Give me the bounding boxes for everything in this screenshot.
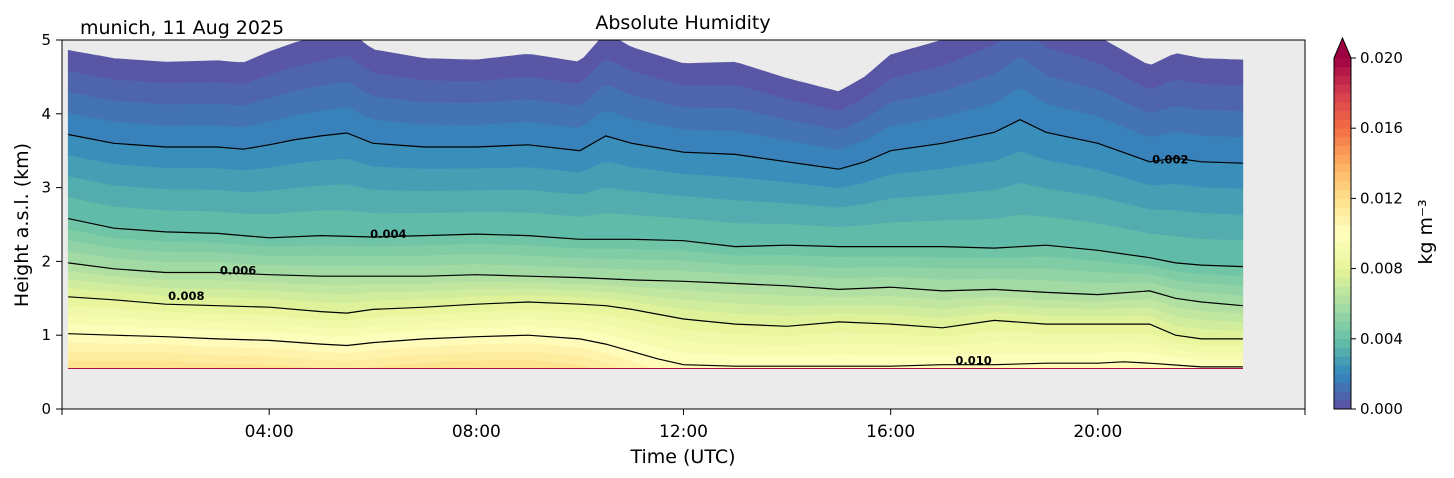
colorbar-segment — [1334, 154, 1351, 164]
colorbar-segment — [1334, 93, 1351, 103]
contour-label: 0.006 — [220, 263, 256, 277]
colorbar-segment — [1334, 356, 1351, 366]
x-axis-label: Time (UTC) — [629, 446, 735, 468]
colorbar-segment — [1334, 347, 1351, 357]
colorbar-segment — [1334, 400, 1351, 410]
contour-label: 0.008 — [168, 289, 204, 303]
colorbar-segment — [1334, 294, 1351, 305]
colorbar-tick-label: 0.004 — [1360, 330, 1403, 348]
colorbar-segment — [1334, 382, 1351, 392]
colorbar-segment — [1334, 365, 1351, 375]
colorbar-segment — [1334, 119, 1351, 129]
location-date-label: munich, 11 Aug 2025 — [80, 17, 284, 39]
colorbar-segment — [1334, 110, 1351, 120]
colorbar-segment — [1334, 101, 1351, 112]
colorbar-tick-label: 0.016 — [1360, 119, 1403, 137]
colorbar-segment — [1334, 321, 1351, 331]
y-axis: 0 1 2 3 4 5 — [41, 31, 62, 418]
colorbar-label: kg m⁻³ — [1415, 199, 1437, 264]
colorbar-segment — [1334, 128, 1351, 138]
colorbar-segment — [1334, 58, 1351, 68]
y-tick-label: 4 — [41, 105, 51, 123]
contour-line — [68, 262, 1243, 307]
colorbar-segment — [1334, 224, 1351, 234]
colorbar-frame — [1333, 36, 1352, 410]
y-tick-label: 5 — [41, 31, 51, 49]
y-tick-label: 3 — [41, 179, 51, 197]
x-tick-label: 12:00 — [659, 422, 708, 442]
y-tick-label: 1 — [41, 326, 51, 344]
colorbar-segment — [1334, 242, 1351, 252]
colorbar-segment — [1334, 163, 1351, 173]
contour-line — [68, 218, 1243, 268]
contour-labels: 0.002 0.004 0.006 0.008 0.010 — [168, 153, 1188, 368]
y-tick-label: 2 — [41, 252, 51, 270]
colorbar-segment — [1334, 145, 1351, 155]
colorbar: 0.000 0.004 0.008 0.012 0.016 0.020 — [1333, 36, 1403, 418]
colorbar-segment — [1334, 286, 1351, 296]
colorbar-segment — [1334, 330, 1351, 340]
chart-title: Absolute Humidity — [595, 12, 770, 34]
colorbar-segment — [1334, 373, 1351, 384]
x-tick-label: 08:00 — [452, 422, 501, 442]
contour-label: 0.010 — [955, 353, 991, 367]
colorbar-segment — [1334, 259, 1351, 269]
colorbar-tick-label: 0.000 — [1360, 400, 1403, 418]
colorbar-segment — [1334, 268, 1351, 278]
colorbar-segment — [1334, 189, 1351, 199]
colorbar-segment — [1334, 207, 1351, 217]
x-tick-label: 04:00 — [245, 422, 294, 442]
colorbar-segment — [1334, 303, 1351, 313]
colorbar-tick-label: 0.008 — [1360, 260, 1403, 278]
colorbar-segment — [1334, 198, 1351, 208]
contour-label: 0.002 — [1152, 153, 1188, 167]
colorbar-segment — [1334, 391, 1351, 401]
colorbar-segment — [1334, 251, 1351, 261]
colorbar-segment — [1334, 277, 1351, 287]
colorbar-segment — [1334, 233, 1351, 243]
x-axis: 04:00 08:00 12:00 16:00 20:00 — [61, 409, 1306, 442]
colorbar-extend-arrow — [1334, 38, 1351, 58]
colorbar-tick-label: 0.012 — [1360, 189, 1403, 207]
contour-line — [68, 119, 1243, 170]
colorbar-segment — [1334, 180, 1351, 191]
contour-line — [68, 333, 1243, 368]
colorbar-segment — [1334, 215, 1351, 226]
colorbar-segment — [1334, 75, 1351, 85]
humidity-field — [67, 40, 1244, 369]
contour-lines — [68, 119, 1243, 368]
colorbar-segment — [1334, 66, 1351, 76]
y-axis-label: Height a.s.l. (km) — [11, 143, 33, 307]
colorbar-segment — [1334, 84, 1351, 94]
colorbar-segment — [1334, 312, 1351, 322]
x-tick-label: 20:00 — [1073, 422, 1122, 442]
y-tick-label: 0 — [41, 400, 51, 418]
contour-label: 0.004 — [370, 227, 406, 241]
colorbar-tick-label: 0.020 — [1360, 49, 1403, 67]
colorbar-segment — [1334, 338, 1351, 348]
contour-line — [68, 296, 1243, 340]
colorbar-segment — [1334, 172, 1351, 182]
x-tick-label: 16:00 — [866, 422, 915, 442]
colorbar-segment — [1334, 136, 1351, 147]
